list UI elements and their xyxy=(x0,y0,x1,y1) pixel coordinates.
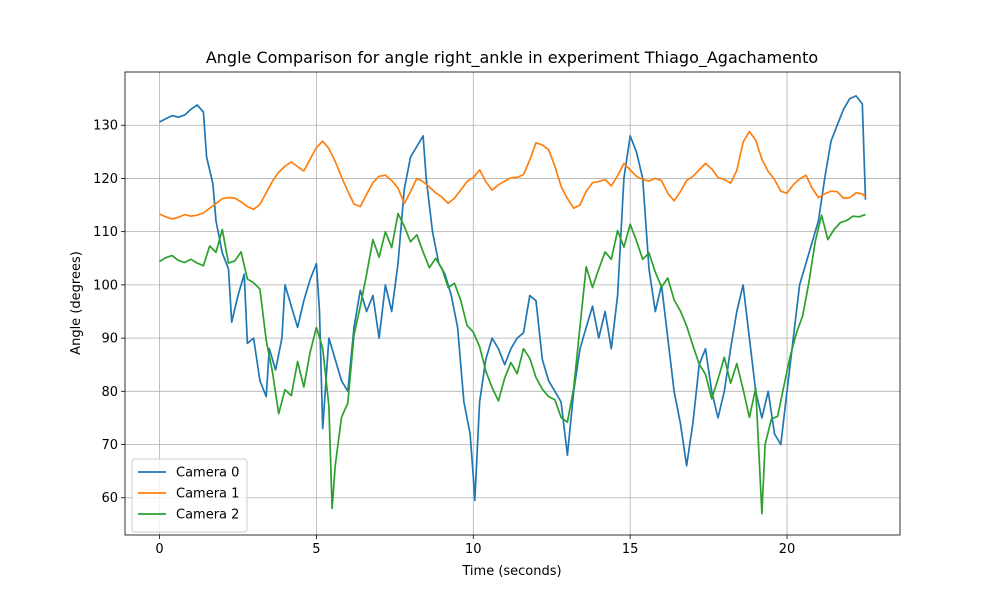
x-tick-label: 10 xyxy=(465,542,482,557)
plot-frame xyxy=(124,71,901,536)
x-tick-label: 20 xyxy=(779,542,796,557)
x-tick: 20 xyxy=(779,535,796,557)
y-tick: 130 xyxy=(93,119,125,134)
legend-label: Camera 1 xyxy=(176,487,239,502)
y-tick-label: 130 xyxy=(93,119,118,134)
series-line-3 xyxy=(159,212,866,515)
x-tick-label: 5 xyxy=(312,542,320,557)
x-tick: 15 xyxy=(622,535,639,557)
x-tick-label: 0 xyxy=(155,542,163,557)
y-tick-label: 120 xyxy=(93,172,118,187)
y-axis-label: Angle (degrees) xyxy=(69,251,84,355)
y-tick-label: 60 xyxy=(101,491,118,506)
y-tick-label: 80 xyxy=(101,385,118,400)
y-tick: 70 xyxy=(101,438,125,453)
x-tick: 10 xyxy=(465,535,482,557)
series-group xyxy=(159,95,867,515)
axis-ticks: 0 5 10 15 20 60 70 80 90 100 110 120 130 xyxy=(93,119,795,557)
legend-entry: Camera 2 xyxy=(138,508,239,523)
y-tick: 60 xyxy=(101,491,125,506)
chart-title: Angle Comparison for angle right_ankle i… xyxy=(206,48,818,68)
legend-entry: Camera 1 xyxy=(138,487,239,502)
legend-entry: Camera 0 xyxy=(138,466,239,481)
y-tick: 90 xyxy=(101,332,125,347)
x-tick: 0 xyxy=(155,535,164,557)
legend-label: Camera 2 xyxy=(176,508,239,523)
y-tick-label: 100 xyxy=(93,278,118,293)
x-tick-label: 15 xyxy=(622,542,639,557)
legend-label: Camera 0 xyxy=(176,466,239,481)
legend: Camera 0 Camera 1 Camera 2 xyxy=(131,458,248,533)
y-tick: 120 xyxy=(93,172,125,187)
y-tick-label: 90 xyxy=(101,332,118,347)
y-tick: 80 xyxy=(101,385,125,400)
x-axis-label: Time (seconds) xyxy=(461,564,561,579)
y-tick: 100 xyxy=(93,278,125,293)
y-tick-label: 110 xyxy=(93,225,118,240)
y-tick: 110 xyxy=(93,225,125,240)
x-tick: 5 xyxy=(312,535,321,557)
y-tick-label: 70 xyxy=(101,438,118,453)
series-line-2 xyxy=(159,130,867,220)
